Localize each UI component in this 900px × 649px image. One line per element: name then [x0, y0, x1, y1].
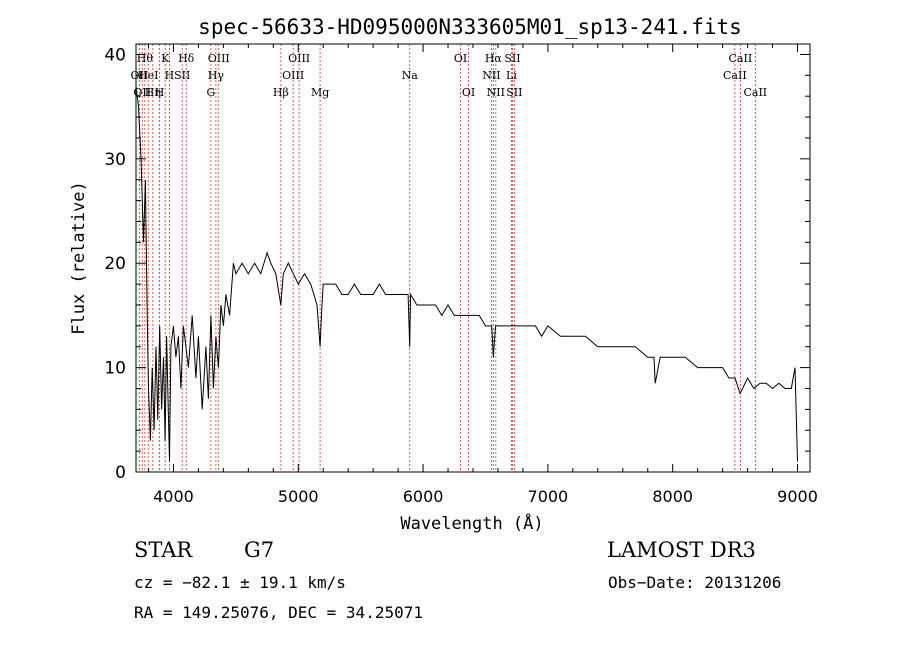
- spectral-line-label: Hβ: [273, 86, 289, 99]
- subclass: G7: [244, 538, 275, 562]
- spectral-line-label: Hδ: [178, 52, 195, 65]
- redshift-velocity: cz = −82.1 ± 19.1 km/s: [134, 573, 346, 592]
- spectral-line-label: Hθ: [137, 52, 154, 65]
- y-axis-label: Flux (relative): [69, 181, 89, 335]
- spectral-line-label: H: [165, 69, 175, 82]
- spectral-line-label: SII: [174, 69, 190, 82]
- spectrum-line: [135, 85, 798, 462]
- y-tick-label: 0: [115, 463, 126, 483]
- spectral-line-label: NII: [487, 86, 505, 99]
- spectral-line-label: K: [161, 52, 170, 65]
- spectral-line-label: Hα: [485, 52, 503, 65]
- chart-title: spec-56633-HD095000N333605M01_sp13-241.f…: [198, 15, 742, 39]
- spectral-line-label: OIII: [288, 52, 310, 65]
- observation-date: Obs−Date: 20131206: [608, 573, 782, 592]
- coordinates: RA = 149.25076, DEC = 34.25071: [134, 603, 423, 622]
- x-tick-label: 5000: [278, 487, 319, 506]
- spectral-line-label: HeI: [138, 69, 158, 82]
- spectral-line-label: SII: [504, 52, 520, 65]
- spectral-line-label: Hη: [145, 86, 161, 99]
- y-tick-label: 20: [104, 254, 126, 274]
- object-class: STAR: [134, 538, 193, 562]
- spectral-line-label: G: [206, 86, 215, 99]
- spectral-line-label: CaII: [743, 86, 767, 99]
- y-tick-label: 10: [104, 359, 126, 379]
- x-tick-label: 6000: [403, 487, 444, 506]
- spectral-line-label: OI: [462, 86, 475, 99]
- spectral-line-markers: [138, 44, 756, 472]
- x-tick-label: 7000: [528, 487, 569, 506]
- spectral-line-label: Na: [402, 69, 419, 82]
- spectral-line-label: NII: [482, 69, 500, 82]
- x-axis-ticks: 4000 5000 6000 7000 8000 9000: [147, 44, 818, 506]
- spectral-line-label: H: [155, 86, 165, 99]
- spectral-line-label: CaII: [723, 69, 747, 82]
- spectral-line-label: SII: [506, 86, 522, 99]
- spectral-line-label: OI: [454, 52, 467, 65]
- spectral-line-label: CaII: [729, 52, 753, 65]
- spectral-line-label: Li: [506, 69, 517, 82]
- spectral-line-label: OIII: [208, 52, 230, 65]
- x-tick-label: 4000: [153, 487, 194, 506]
- spectral-line-label: Mg: [311, 86, 329, 99]
- plot-frame: [135, 43, 811, 473]
- y-tick-label: 40: [104, 45, 126, 65]
- y-tick-label: 30: [104, 150, 126, 170]
- x-axis-label: Wavelength (Å): [400, 512, 543, 534]
- spectral-line-label: Hγ: [208, 69, 225, 82]
- x-tick-label: 9000: [777, 487, 818, 506]
- y-axis-ticks: 0 10 20 30 40: [104, 45, 810, 483]
- survey-name: LAMOST DR3: [607, 538, 756, 562]
- x-tick-label: 8000: [652, 487, 693, 506]
- spectral-line-label: OIII: [282, 69, 304, 82]
